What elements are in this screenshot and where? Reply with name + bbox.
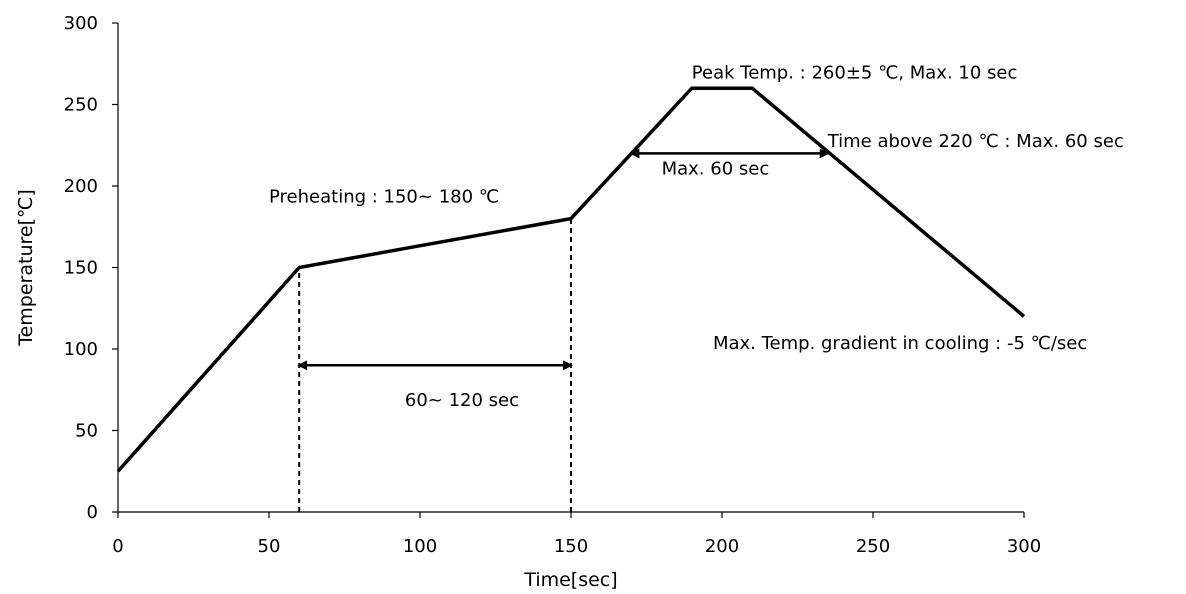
annotation-label: Preheating : 150~ 180 ℃ xyxy=(269,186,499,207)
x-tick-label: 100 xyxy=(403,536,437,557)
y-tick-label: 150 xyxy=(64,258,98,279)
annotation-label: 60~ 120 sec xyxy=(405,390,519,411)
annotation-label: Peak Temp. : 260±5 ℃, Max. 10 sec xyxy=(692,62,1018,83)
y-ticks: 0 50 100 150 200 250 300 xyxy=(64,13,118,523)
annotations: Preheating : 150~ 180 ℃ 60~ 120 sec Peak T… xyxy=(269,62,1124,411)
x-tick-label: 50 xyxy=(258,536,281,557)
y-tick-label: 300 xyxy=(64,13,98,34)
y-tick-label: 100 xyxy=(64,339,98,360)
x-tick-label: 200 xyxy=(705,536,739,557)
x-ticks: 0 50 100 150 200 250 300 xyxy=(112,512,1041,557)
y-axis-title: Temperature[℃] xyxy=(15,189,37,347)
x-tick-label: 150 xyxy=(554,536,588,557)
y-tick-label: 0 xyxy=(87,502,98,523)
x-tick-label: 0 xyxy=(112,536,123,557)
y-tick-label: 250 xyxy=(64,95,98,116)
annotation-label: Max. Temp. gradient in cooling : -5 ℃/se… xyxy=(713,333,1087,354)
y-tick-label: 50 xyxy=(75,421,98,442)
axes: 0 50 100 150 200 250 300 0 50 100 150 200 250 300 xyxy=(64,13,1042,557)
x-tick-label: 250 xyxy=(856,536,890,557)
arrows-layer xyxy=(297,148,830,371)
y-tick-label: 200 xyxy=(64,176,98,197)
annotation-label: Max. 60 sec xyxy=(662,159,770,180)
x-axis-title: Time[sec] xyxy=(523,569,617,591)
annotation-label: Time above 220 ℃ : Max. 60 sec xyxy=(827,131,1124,152)
x-tick-label: 300 xyxy=(1007,536,1041,557)
